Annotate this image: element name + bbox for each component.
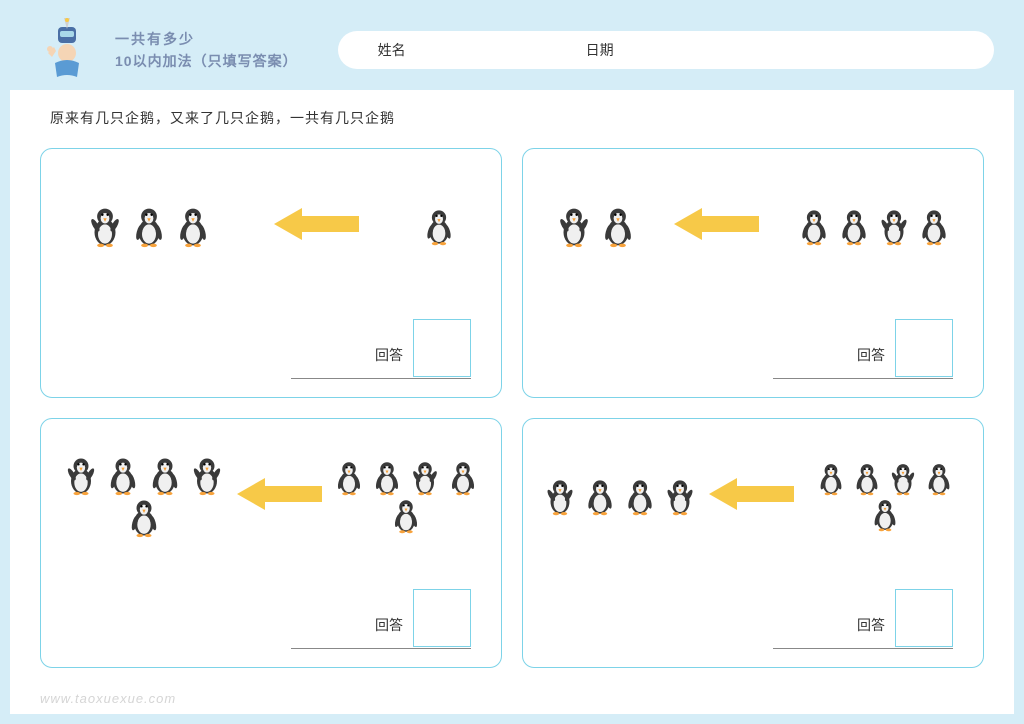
- penguin-icon: [814, 462, 848, 496]
- penguin-icon: [915, 208, 953, 246]
- penguin-group-left: [541, 478, 699, 516]
- penguin-icon: [103, 456, 143, 496]
- penguin-group-right: [795, 208, 953, 246]
- penguin-icon: [868, 498, 902, 532]
- penguin-icon: [445, 460, 481, 496]
- penguin-icon: [420, 208, 458, 246]
- answer-input-box[interactable]: [413, 319, 471, 377]
- name-date-box: 姓名 日期: [338, 31, 994, 69]
- arrow-left-icon: [709, 476, 794, 512]
- watermark: www.taoxuexue.com: [40, 691, 176, 706]
- answer-input-box[interactable]: [895, 319, 953, 377]
- penguin-group-right: [327, 460, 486, 534]
- instruction-text: 原来有几只企鹅，又来了几只企鹅，一共有几只企鹅: [10, 90, 1014, 138]
- penguin-icon: [581, 478, 619, 516]
- penguin-icon: [886, 462, 920, 496]
- title-line-1: 一共有多少: [115, 29, 298, 49]
- penguin-icon: [661, 478, 699, 516]
- penguin-icon: [388, 498, 424, 534]
- penguin-icon: [835, 208, 873, 246]
- answer-input-box[interactable]: [895, 589, 953, 647]
- worksheet-title: 一共有多少 10以内加法（只填写答案）: [115, 29, 298, 71]
- penguin-group-left: [553, 206, 639, 248]
- penguin-icon: [541, 478, 579, 516]
- arrow-left-icon: [674, 206, 759, 242]
- date-label: 日期: [586, 40, 614, 60]
- answer-label: 回答: [857, 345, 885, 377]
- arrow-left-icon: [274, 206, 359, 242]
- answer-input-box[interactable]: [413, 589, 471, 647]
- problem-card: 回答: [40, 148, 502, 398]
- penguin-icon: [850, 462, 884, 496]
- penguin-group-left: [84, 206, 214, 248]
- name-label: 姓名: [378, 40, 406, 60]
- arrow-left-icon: [237, 476, 322, 512]
- penguin-icon: [369, 460, 405, 496]
- penguin-icon: [61, 456, 101, 496]
- penguin-group-left: [56, 456, 232, 538]
- penguin-icon: [124, 498, 164, 538]
- answer-label: 回答: [857, 615, 885, 647]
- mascot-icon: [30, 15, 100, 85]
- penguin-group-right: [805, 462, 965, 532]
- problem-grid: 回答: [10, 138, 1014, 668]
- problem-card: 回答: [522, 418, 984, 668]
- penguin-icon: [172, 206, 214, 248]
- penguin-icon: [84, 206, 126, 248]
- answer-label: 回答: [375, 615, 403, 647]
- answer-label: 回答: [375, 345, 403, 377]
- penguin-icon: [553, 206, 595, 248]
- penguin-icon: [407, 460, 443, 496]
- penguin-icon: [145, 456, 185, 496]
- worksheet-header: 一共有多少 10以内加法（只填写答案） 姓名 日期: [10, 10, 1014, 90]
- penguin-icon: [128, 206, 170, 248]
- problem-card: 回答: [522, 148, 984, 398]
- penguin-icon: [597, 206, 639, 248]
- penguin-icon: [621, 478, 659, 516]
- penguin-icon: [331, 460, 367, 496]
- penguin-icon: [922, 462, 956, 496]
- penguin-icon: [875, 208, 913, 246]
- penguin-icon: [795, 208, 833, 246]
- problem-card: 回答: [40, 418, 502, 668]
- penguin-icon: [187, 456, 227, 496]
- title-line-2: 10以内加法（只填写答案）: [115, 51, 298, 71]
- penguin-group-right: [420, 208, 458, 246]
